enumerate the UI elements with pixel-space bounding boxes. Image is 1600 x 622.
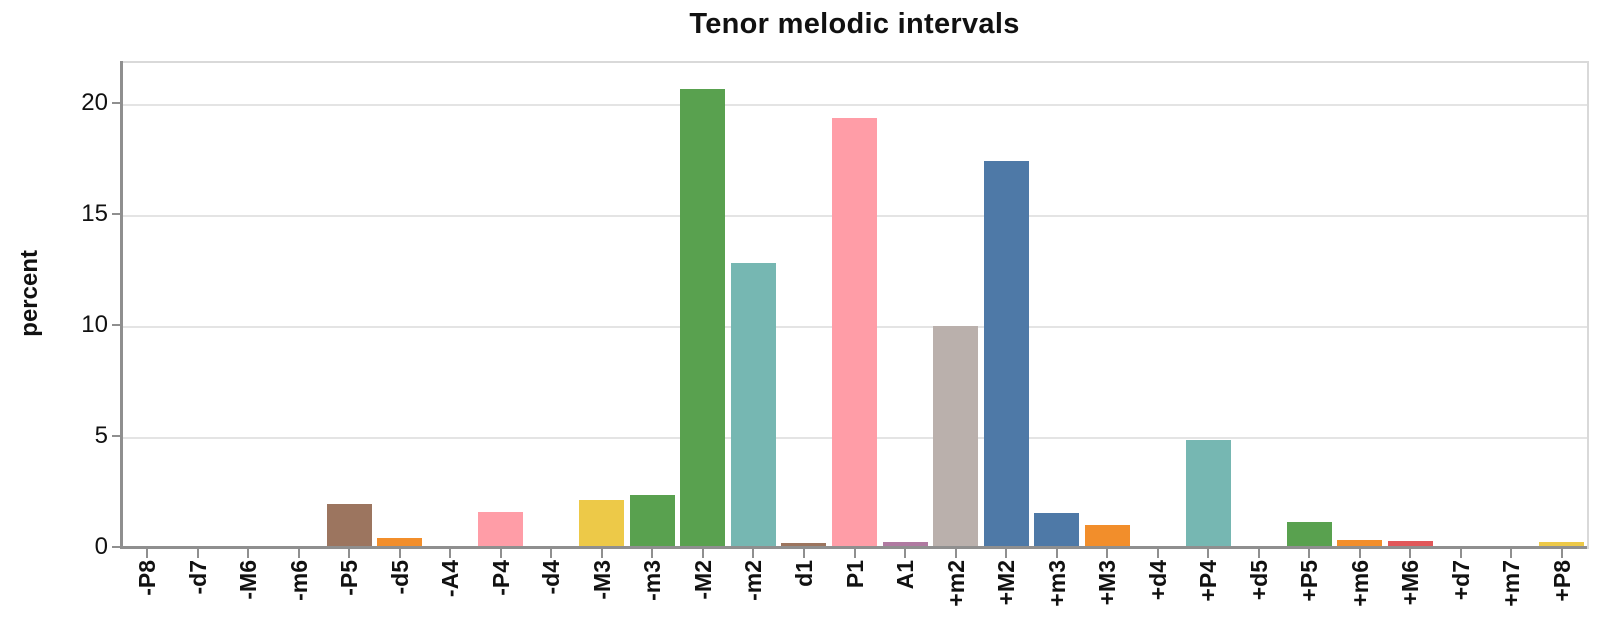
x-tick-+d4 — [1156, 549, 1159, 558]
x-tick-P1 — [853, 549, 856, 558]
x-tick-label-A1: A1 — [892, 560, 919, 590]
x-tick-label-+M6: +M6 — [1397, 560, 1424, 606]
x-tick--M6 — [247, 549, 250, 558]
x-tick-label-+P8: +P8 — [1548, 560, 1575, 602]
bar-+m2 — [933, 325, 979, 549]
x-tick-+m7 — [1510, 549, 1513, 558]
x-tick-label--M2: -M2 — [689, 560, 716, 600]
x-tick-d1 — [802, 549, 805, 558]
gridline-20 — [122, 104, 1587, 106]
y-tick-label-0: 0 — [94, 533, 108, 560]
x-tick-label-+m3: +m3 — [1043, 560, 1070, 607]
x-tick-label-+d7: +d7 — [1447, 560, 1474, 601]
x-tick-label-d1: d1 — [790, 560, 817, 587]
x-tick-+d7 — [1459, 549, 1462, 558]
y-tick-20 — [112, 102, 121, 104]
y-tick-0 — [112, 546, 121, 548]
y-axis-spine — [120, 61, 123, 549]
x-tick-label-P1: P1 — [841, 560, 868, 589]
x-tick-+m6 — [1358, 549, 1361, 558]
x-tick-label--P5: -P5 — [336, 560, 363, 596]
x-tick--d4 — [550, 549, 553, 558]
x-tick-+M3 — [1106, 549, 1109, 558]
x-tick-label-+d5: +d5 — [1245, 560, 1272, 601]
x-tick--P4 — [499, 549, 502, 558]
x-tick-label--M3: -M3 — [588, 560, 615, 600]
x-tick--P8 — [146, 549, 149, 558]
x-tick-+d5 — [1257, 549, 1260, 558]
y-tick-label-15: 15 — [81, 200, 108, 227]
x-tick-label--A4: -A4 — [437, 560, 464, 598]
x-tick-+P5 — [1308, 549, 1311, 558]
plot-area — [122, 61, 1589, 549]
x-tick-label-+M3: +M3 — [1094, 560, 1121, 606]
x-tick--M3 — [600, 549, 603, 558]
x-tick-label-+m7: +m7 — [1498, 560, 1525, 607]
x-axis-spine — [120, 546, 1587, 549]
chart-title: Tenor melodic intervals — [689, 8, 1020, 40]
y-tick-label-20: 20 — [81, 89, 108, 116]
x-tick-+P4 — [1207, 549, 1210, 558]
x-tick-+P8 — [1560, 549, 1563, 558]
x-tick-label-+d4: +d4 — [1144, 560, 1171, 601]
x-tick-A1 — [904, 549, 907, 558]
bar-A1 — [882, 542, 928, 549]
x-tick-label-+P4: +P4 — [1195, 560, 1222, 602]
bar--P4 — [478, 512, 524, 549]
x-tick--m3 — [651, 549, 654, 558]
x-tick--M2 — [701, 549, 704, 558]
x-tick-label-+m6: +m6 — [1346, 560, 1373, 607]
bar--M2 — [680, 89, 726, 549]
bar--m3 — [629, 494, 675, 549]
x-tick-label--P4: -P4 — [487, 560, 514, 596]
x-tick-label--d5: -d5 — [386, 560, 413, 595]
x-tick-label-+m2: +m2 — [942, 560, 969, 607]
bar-+M3 — [1084, 524, 1130, 549]
x-tick-+m3 — [1055, 549, 1058, 558]
y-tick-5 — [112, 435, 121, 437]
x-tick-+M2 — [1005, 549, 1008, 558]
x-tick--P5 — [348, 549, 351, 558]
bar--m2 — [730, 262, 776, 549]
x-tick-+M6 — [1409, 549, 1412, 558]
x-tick-label--m6: -m6 — [285, 560, 312, 601]
y-tick-label-10: 10 — [81, 311, 108, 338]
x-tick--d5 — [398, 549, 401, 558]
bar-+P4 — [1185, 440, 1231, 549]
bar--d5 — [377, 537, 423, 549]
bar-+M2 — [983, 160, 1029, 549]
x-tick--m6 — [297, 549, 300, 558]
x-tick-label--m3: -m3 — [639, 560, 666, 601]
x-tick-label--d7: -d7 — [184, 560, 211, 595]
bar--P5 — [326, 503, 372, 549]
x-tick-label-+M2: +M2 — [993, 560, 1020, 606]
x-tick-+m2 — [954, 549, 957, 558]
bar-+M6 — [1387, 541, 1433, 549]
x-tick-label--m2: -m2 — [740, 560, 767, 601]
x-tick--d7 — [196, 549, 199, 558]
y-tick-15 — [112, 213, 121, 215]
y-tick-label-5: 5 — [94, 422, 108, 449]
bar-+P5 — [1286, 522, 1332, 549]
bar-+m6 — [1337, 540, 1383, 549]
y-tick-10 — [112, 324, 121, 326]
x-tick-label--M6: -M6 — [235, 560, 262, 600]
x-tick-label--P8: -P8 — [134, 560, 161, 596]
bar-+P8 — [1539, 542, 1585, 549]
x-tick--A4 — [449, 549, 452, 558]
bar-+m3 — [1034, 513, 1080, 549]
bar--M3 — [579, 500, 625, 549]
x-tick-label-+P5: +P5 — [1296, 560, 1323, 602]
bar-P1 — [832, 118, 877, 549]
x-tick--m2 — [752, 549, 755, 558]
x-tick-label--d4: -d4 — [538, 560, 565, 595]
